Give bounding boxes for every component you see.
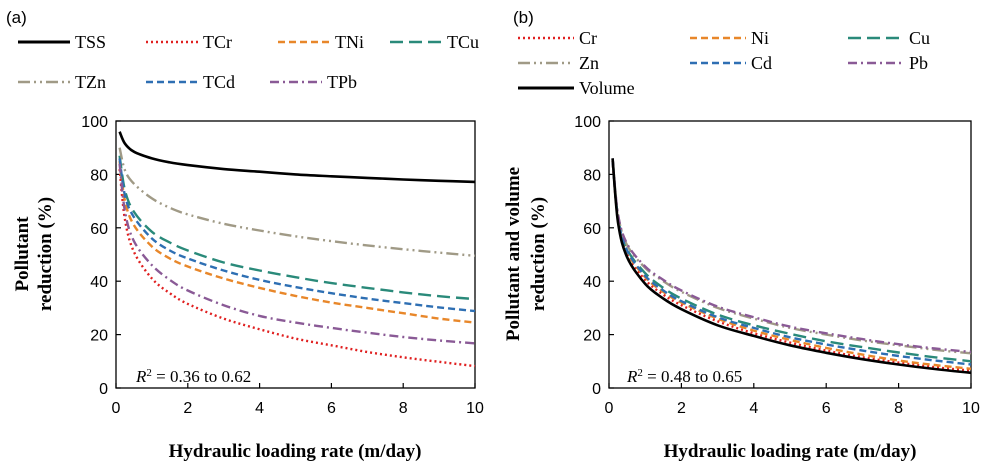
- series-line-tss: [118, 131, 476, 184]
- series-lines-a: [118, 131, 476, 368]
- r2-annotation-b: R2 = 0.48 to 0.65: [626, 367, 742, 386]
- series-line-tzn: [118, 147, 476, 257]
- plot-frame-a: [115, 120, 476, 389]
- r2-symbol-b: R: [626, 367, 638, 386]
- y-tick-label: 80: [583, 167, 601, 184]
- x-tick-label: 8: [894, 400, 903, 417]
- legend-label-volume: Volume: [579, 78, 635, 98]
- x-tick-label: 2: [183, 400, 192, 417]
- legend-label-zn: Zn: [579, 53, 599, 73]
- x-axis-title-b: Hydraulic loading rate (m/day): [664, 441, 917, 462]
- y-tick-label: 20: [90, 328, 108, 345]
- x-tick-label: 2: [677, 400, 686, 417]
- r2-range-a: = 0.36 to 0.62: [152, 367, 251, 386]
- x-tick-label: 6: [327, 400, 336, 417]
- legend-label-tss: TSS: [75, 32, 106, 52]
- series-lines-b: [611, 158, 972, 375]
- y-tick-label: 20: [583, 328, 601, 345]
- series-line-tpb: [118, 163, 476, 345]
- r2-superscript-b: 2: [637, 367, 643, 379]
- y-tick-label: 80: [90, 167, 108, 184]
- series-line-ni: [611, 160, 972, 370]
- x-tick-label: 0: [112, 400, 121, 417]
- y-tick-label: 40: [583, 274, 601, 291]
- y-tick-label: 100: [574, 114, 601, 131]
- r2-annotation-a: R2 = 0.36 to 0.62: [135, 367, 251, 386]
- legend-label-cu: Cu: [909, 28, 930, 48]
- x-tick-label: 6: [822, 400, 831, 417]
- legend-a: TSS TCr TNi TCu TZn TCd TPb: [18, 32, 479, 92]
- legend-label-tcu: TCu: [447, 32, 479, 52]
- series-line-zn: [611, 158, 972, 355]
- legend-label-tcr: TCr: [203, 32, 232, 52]
- x-tick-label: 4: [255, 400, 264, 417]
- x-tick-label: 10: [962, 400, 980, 417]
- x-axis-title-a: Hydraulic loading rate (m/day): [169, 441, 422, 462]
- y-tick-label: 0: [592, 381, 601, 398]
- y-tick-label: 60: [583, 221, 601, 238]
- x-tick-label: 10: [466, 400, 484, 417]
- legend-label-tzn: TZn: [75, 72, 106, 92]
- y-tick-label: 40: [90, 274, 108, 291]
- y-tick-label: 0: [99, 381, 108, 398]
- x-tick-label: 4: [749, 400, 758, 417]
- panel-b-label: (b): [513, 8, 534, 27]
- y-axis-title-a-line1: Pollutant: [12, 216, 33, 292]
- legend-label-tcd: TCd: [203, 72, 235, 92]
- y-axis-title-a-line2: reduction (%): [35, 197, 56, 311]
- x-tick-label: 0: [605, 400, 614, 417]
- series-line-cr: [611, 160, 972, 372]
- r2-superscript-a: 2: [146, 367, 152, 379]
- plot-frame-b: [608, 120, 972, 389]
- series-line-pb: [611, 158, 972, 354]
- legend-label-cd: Cd: [751, 53, 772, 73]
- series-line-tcd: [118, 158, 476, 313]
- r2-symbol-a: R: [135, 367, 147, 386]
- y-axis-title-b-line1: Pollutant and volume: [503, 167, 524, 341]
- panel-a-label: (a): [6, 8, 27, 27]
- x-tick-label: 8: [399, 400, 408, 417]
- y-tick-label: 60: [90, 221, 108, 238]
- legend-b: Cr Ni Cu Zn Cd Pb Volume: [518, 28, 930, 98]
- series-line-tcu: [118, 155, 476, 301]
- series-line-cu: [611, 158, 972, 363]
- y-tick-label: 100: [81, 114, 108, 131]
- r2-range-b: = 0.48 to 0.65: [643, 367, 742, 386]
- legend-label-pb: Pb: [909, 53, 928, 73]
- series-line-volume: [611, 158, 972, 375]
- legend-label-tpb: TPb: [327, 72, 357, 92]
- series-line-cd: [611, 160, 972, 366]
- series-line-tcr: [118, 168, 476, 368]
- legend-label-ni: Ni: [751, 28, 769, 48]
- y-axis-title-b-line2: reduction (%): [528, 197, 549, 311]
- legend-label-tni: TNi: [335, 32, 364, 52]
- series-line-tni: [118, 160, 476, 324]
- legend-label-cr: Cr: [579, 28, 597, 48]
